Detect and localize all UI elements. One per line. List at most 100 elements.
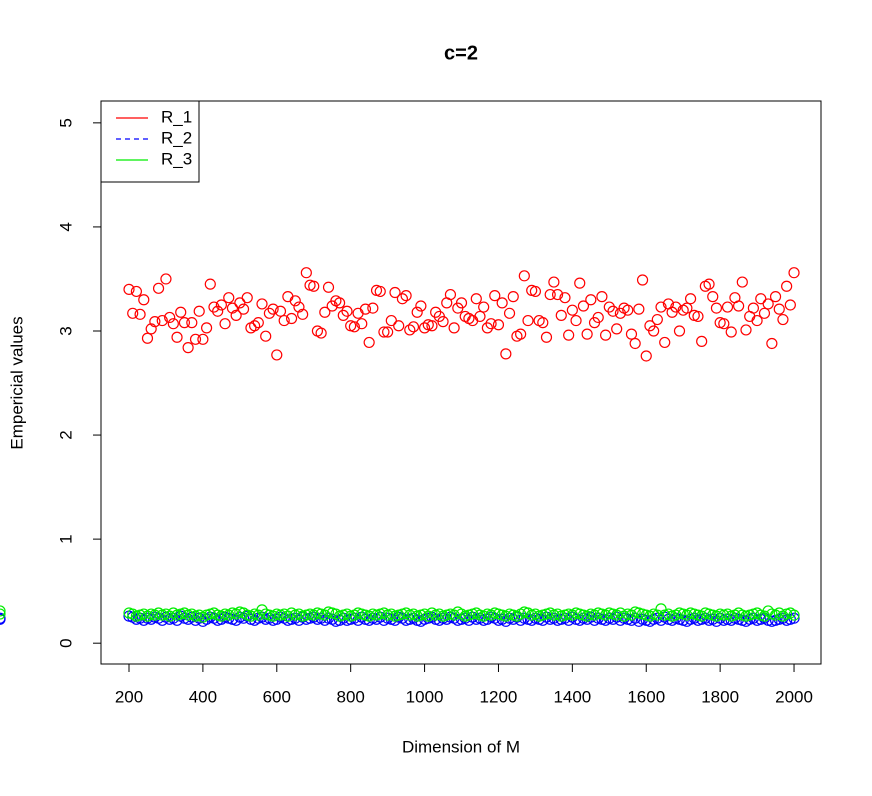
point <box>596 291 608 303</box>
point <box>773 607 785 619</box>
y-tick-label: 4 <box>56 222 75 231</box>
point <box>625 609 638 621</box>
point <box>496 297 508 309</box>
point <box>407 321 420 333</box>
x-tick-label: 1000 <box>406 687 444 706</box>
point <box>308 280 320 292</box>
point <box>393 320 405 332</box>
point <box>271 349 283 361</box>
point <box>164 610 176 622</box>
point <box>544 288 556 301</box>
point <box>123 283 135 295</box>
point <box>138 294 150 306</box>
point <box>234 297 246 309</box>
y-axis-label: Empericial values <box>7 316 26 449</box>
x-tick-label: 2000 <box>775 687 813 706</box>
point <box>648 325 660 337</box>
point <box>230 309 242 321</box>
point <box>175 306 187 318</box>
point <box>710 615 723 627</box>
point <box>256 604 268 616</box>
point <box>529 285 542 298</box>
point <box>300 267 312 279</box>
point <box>673 325 686 337</box>
point <box>156 314 168 327</box>
point <box>130 285 142 298</box>
point <box>603 301 615 313</box>
point <box>182 342 194 354</box>
point <box>633 303 645 315</box>
point <box>127 307 139 319</box>
point <box>444 288 457 301</box>
point <box>152 282 165 294</box>
point <box>492 319 505 331</box>
x-tick-label: 1400 <box>553 687 591 706</box>
point <box>241 292 253 304</box>
legend-label: R_1 <box>161 107 192 126</box>
point <box>696 610 708 622</box>
point <box>622 304 634 316</box>
point <box>215 299 227 311</box>
point <box>655 603 667 615</box>
point <box>788 267 800 279</box>
point <box>404 324 416 336</box>
point <box>219 318 231 330</box>
point <box>426 320 438 332</box>
point <box>374 285 386 298</box>
point <box>352 307 364 319</box>
point <box>500 615 512 627</box>
point <box>356 318 368 330</box>
point <box>467 314 479 327</box>
point <box>422 610 434 622</box>
point <box>297 308 309 320</box>
point <box>160 273 172 285</box>
point <box>319 306 331 318</box>
point <box>282 291 294 303</box>
point <box>363 336 375 349</box>
legend-label: R_3 <box>161 149 192 168</box>
point <box>659 336 671 349</box>
x-tick-label: 1600 <box>627 687 665 706</box>
point <box>703 278 715 290</box>
point <box>515 328 527 340</box>
point <box>252 317 264 329</box>
point <box>263 307 275 319</box>
point <box>718 318 730 330</box>
point <box>559 292 571 304</box>
point <box>389 286 401 299</box>
plot-frame <box>100 100 822 665</box>
x-tick-label: 1800 <box>701 687 739 706</box>
point <box>766 337 778 350</box>
point <box>359 303 372 315</box>
point <box>570 314 582 327</box>
y-tick-label: 3 <box>56 326 75 335</box>
point <box>149 316 161 328</box>
point <box>208 301 220 313</box>
point <box>555 309 567 321</box>
point <box>367 302 379 314</box>
point <box>563 329 575 341</box>
point <box>448 609 460 621</box>
point <box>629 337 641 350</box>
point <box>204 278 216 290</box>
point <box>430 306 442 318</box>
point <box>755 293 767 305</box>
point <box>348 321 360 333</box>
point <box>319 609 331 621</box>
point <box>293 301 305 313</box>
point <box>164 311 176 324</box>
point <box>237 303 250 315</box>
point <box>636 274 649 286</box>
point <box>396 293 409 305</box>
point <box>773 303 785 315</box>
point <box>736 276 748 288</box>
x-tick-label: 400 <box>189 687 217 706</box>
point <box>762 298 774 310</box>
point <box>592 311 604 324</box>
point <box>784 299 796 311</box>
point <box>470 293 482 305</box>
x-tick-label: 1200 <box>480 687 518 706</box>
point <box>500 348 512 360</box>
point <box>167 318 179 330</box>
point <box>267 303 279 315</box>
